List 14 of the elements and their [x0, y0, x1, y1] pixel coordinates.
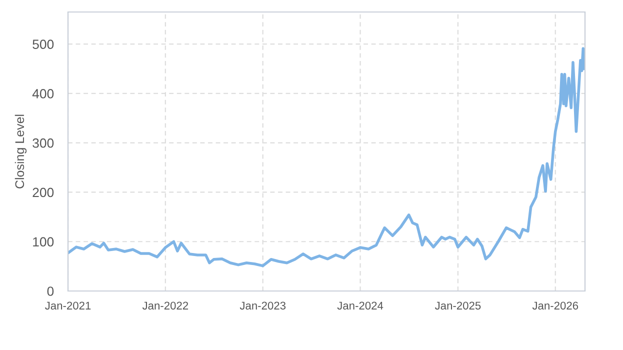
x-tick-label: Jan-2024 [337, 302, 384, 310]
x-tick-label: Jan-2021 [45, 302, 91, 310]
y-tick-label: 400 [32, 89, 54, 98]
x-tick-label: Jan-2022 [142, 302, 188, 310]
x-tick-label: Jan-2025 [434, 302, 481, 310]
x-tick-label: Jan-2023 [240, 302, 286, 310]
y-tick-label: 200 [32, 188, 54, 198]
line-series [68, 47, 585, 268]
y-tick-label: 500 [32, 40, 54, 50]
y-tick-label: 0 [47, 286, 54, 296]
x-tick-label: Jan-2026 [532, 302, 578, 310]
y-tick-label: 100 [33, 237, 54, 247]
y-tick-label: 300 [32, 138, 54, 148]
y-axis-title: Closing Level [14, 114, 27, 188]
